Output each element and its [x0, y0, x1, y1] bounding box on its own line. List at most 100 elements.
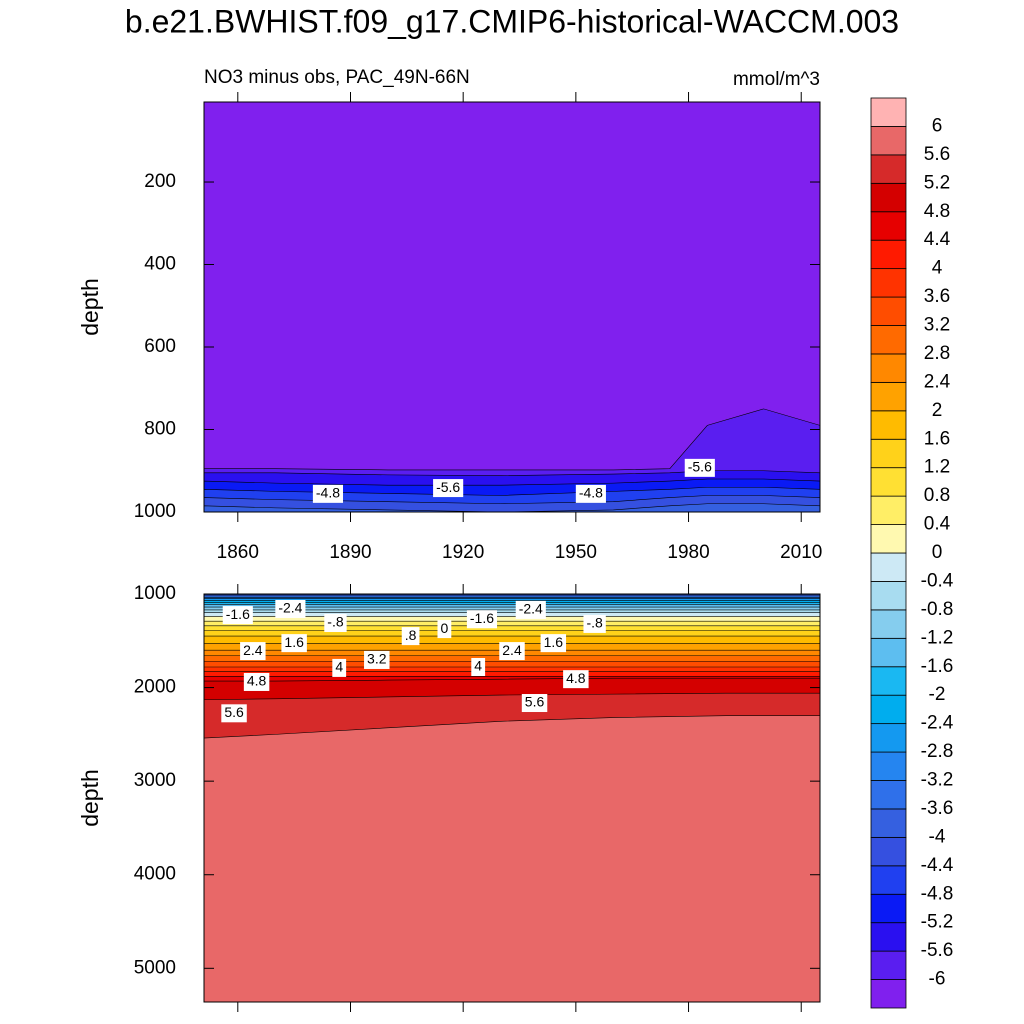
contour-label-box: [684, 458, 715, 477]
colorbar-box: [870, 950, 907, 980]
contour-label: 0: [440, 620, 448, 636]
colorbar-box: [870, 637, 907, 668]
contour-label-box: [563, 670, 589, 689]
contour-label-box: [324, 614, 347, 633]
colorbar-label: 4.4: [924, 229, 951, 250]
colorbar-label: -1.6: [921, 656, 954, 677]
colorbar-label: 1.6: [924, 428, 950, 449]
contour-label-box: [515, 600, 546, 619]
contour-label: -1.6: [226, 606, 250, 622]
contour-label-box: [240, 642, 266, 661]
contour-band: [204, 503, 820, 512]
colorbar-box: [870, 410, 907, 440]
colorbar-box: [870, 780, 907, 810]
colorbar-label: -2.8: [921, 741, 954, 762]
contour-label-box: [401, 627, 420, 646]
colorbar-box: [870, 182, 907, 213]
colorbar-box: [870, 666, 907, 696]
contour-label: .8: [405, 627, 417, 643]
colorbar-label: 0.8: [924, 485, 950, 506]
colorbar-box: [870, 325, 907, 355]
contour-label: -5.6: [436, 479, 460, 495]
y-tick-label: 3000: [134, 770, 176, 791]
colorbar-box: [870, 836, 907, 867]
x-tick-label: 1980: [667, 542, 709, 563]
contour-label-box: [364, 650, 390, 669]
contour-label-box: [243, 672, 270, 691]
y-tick-label: 2000: [134, 677, 176, 698]
plot-area: -1.6 -2.4 -.8 .8 0 -1.6 -2.4 -.8 2.4 1.6 1.6 2.4 3.2…: [204, 594, 820, 1002]
y-tick-label: 600: [144, 336, 176, 357]
colorbar-box: [870, 296, 907, 326]
colorbar-box: [870, 268, 907, 298]
colorbar-label: -5.2: [921, 912, 954, 933]
x-tick-label: 1890: [329, 542, 371, 563]
colorbar-box: [870, 865, 907, 895]
contour-label: 2.4: [243, 642, 263, 658]
contour-label-box: [281, 634, 307, 653]
colorbar-box: [870, 581, 907, 611]
contour-label-box: [221, 704, 247, 723]
contour-label-box: [471, 657, 486, 676]
colorbar-label: -6: [929, 969, 946, 990]
contour-label: 1.6: [544, 634, 564, 650]
colorbar-box: [870, 239, 907, 270]
colorbar-label: -5.6: [921, 940, 954, 961]
contour-label-box: [437, 620, 452, 639]
contour-label-box: [433, 479, 464, 498]
contour-label: -2.4: [278, 600, 302, 616]
contour-label-box: [499, 642, 525, 661]
y-tick-label: 5000: [134, 957, 176, 978]
colorbar-label: -3.6: [921, 798, 954, 819]
x-tick-label: 1950: [555, 542, 597, 563]
contour-label-box: [332, 658, 347, 677]
chart-title: b.e21.BWHIST.f09_g17.CMIP6-historical-WA…: [125, 3, 899, 39]
contour-band: [204, 715, 820, 1002]
contour-label: -5.6: [688, 459, 712, 475]
contour-label: 4: [335, 659, 343, 675]
colorbar-box: [870, 381, 907, 412]
colorbar-box: [870, 609, 907, 639]
colorbar-label: -3.2: [921, 770, 954, 791]
contour-label-box: [275, 599, 306, 618]
contour-label: 4: [474, 658, 482, 674]
colorbar-box: [870, 893, 907, 924]
contour-label: 5.6: [224, 704, 244, 720]
contour-label-box: [222, 606, 253, 625]
colorbar-label: 2: [932, 400, 943, 421]
colorbar-label: 0: [932, 542, 943, 563]
x-tick-label: 1860: [217, 542, 259, 563]
plot-area: -4.8 -5.6 -4.8 -5.6: [204, 102, 820, 512]
plot-frame: [203, 593, 821, 1003]
colorbar-label: -1.2: [921, 627, 954, 648]
colorbar-label: -4.8: [921, 883, 954, 904]
colorbar-box: [870, 922, 907, 952]
colorbar-box: [870, 751, 907, 781]
colorbar-box: [870, 979, 907, 1009]
colorbar-label: 2.8: [924, 343, 950, 364]
contour-label: 4.8: [247, 673, 267, 689]
y-axis-label: depth: [77, 278, 103, 336]
contour-label-box: [583, 614, 606, 633]
contour-label-box: [466, 610, 498, 629]
subtitle: NO3 minus obs, PAC_49N-66N: [204, 67, 470, 88]
contour-label: 5.6: [525, 694, 545, 710]
colorbar-label: -4.4: [921, 855, 954, 876]
colorbar-box: [870, 438, 907, 469]
colorbar-label: 0.4: [924, 514, 951, 535]
units: mmol/m^3: [733, 69, 820, 90]
colorbar-label: 2.4: [924, 371, 951, 392]
colorbar-box: [870, 126, 907, 156]
plot-frame: [203, 101, 821, 513]
colorbar-label: -0.4: [921, 570, 954, 591]
contour-label: -.8: [327, 614, 344, 630]
contour-label: -2.4: [519, 601, 543, 617]
contour-label-box: [575, 484, 606, 503]
colorbar-box: [870, 723, 907, 753]
contour-label: -.8: [586, 615, 603, 631]
colorbar-box: [870, 353, 907, 383]
y-tick-label: 400: [144, 254, 176, 275]
colorbar-box: [870, 694, 907, 725]
colorbar-label: 4: [932, 258, 943, 279]
